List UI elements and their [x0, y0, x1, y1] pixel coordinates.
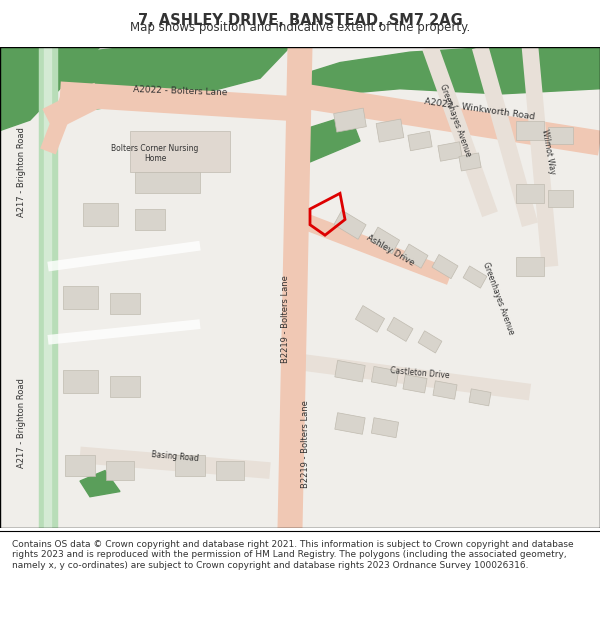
Text: Bolters Corner Nursing
Home: Bolters Corner Nursing Home: [112, 144, 199, 163]
Text: Map shows position and indicative extent of the property.: Map shows position and indicative extent…: [130, 21, 470, 34]
Polygon shape: [110, 292, 140, 314]
Text: 7, ASHLEY DRIVE, BANSTEAD, SM7 2AG: 7, ASHLEY DRIVE, BANSTEAD, SM7 2AG: [137, 13, 463, 28]
Text: A217 - Brighton Road: A217 - Brighton Road: [17, 379, 26, 469]
Polygon shape: [408, 131, 432, 151]
Text: Wilmot Way: Wilmot Way: [539, 128, 556, 175]
Polygon shape: [469, 389, 491, 406]
Polygon shape: [548, 190, 572, 207]
Polygon shape: [135, 173, 200, 193]
Polygon shape: [438, 142, 462, 161]
Polygon shape: [402, 244, 428, 268]
Polygon shape: [65, 455, 95, 476]
Polygon shape: [355, 306, 385, 332]
Text: B2219 - Bolters Lane: B2219 - Bolters Lane: [301, 401, 310, 488]
Polygon shape: [110, 376, 140, 398]
Polygon shape: [403, 374, 427, 393]
Polygon shape: [418, 331, 442, 353]
Polygon shape: [130, 131, 230, 173]
Text: Basing Road: Basing Road: [151, 451, 199, 464]
Polygon shape: [290, 47, 600, 104]
Polygon shape: [371, 418, 398, 437]
Polygon shape: [370, 227, 400, 254]
Text: Greenhayes Avenue: Greenhayes Avenue: [481, 261, 515, 336]
Polygon shape: [516, 121, 544, 140]
Polygon shape: [60, 47, 290, 109]
Polygon shape: [62, 370, 97, 393]
Polygon shape: [334, 108, 367, 132]
Text: Contains OS data © Crown copyright and database right 2021. This information is : Contains OS data © Crown copyright and d…: [12, 540, 574, 569]
Polygon shape: [0, 47, 100, 131]
Text: A2022 - Winkworth Road: A2022 - Winkworth Road: [424, 98, 536, 122]
Polygon shape: [335, 361, 365, 382]
Polygon shape: [175, 455, 205, 476]
Polygon shape: [335, 412, 365, 434]
Polygon shape: [459, 153, 481, 171]
Polygon shape: [80, 471, 120, 497]
Polygon shape: [433, 381, 457, 399]
Polygon shape: [463, 266, 487, 288]
Polygon shape: [334, 210, 366, 239]
Polygon shape: [83, 202, 118, 226]
Text: Castleton Drive: Castleton Drive: [390, 366, 450, 381]
Text: B2219 - Bolters Lane: B2219 - Bolters Lane: [281, 275, 290, 363]
Text: Ashley Drive: Ashley Drive: [365, 234, 415, 268]
Polygon shape: [106, 461, 134, 480]
Polygon shape: [548, 127, 572, 144]
Polygon shape: [516, 184, 544, 203]
Polygon shape: [300, 115, 360, 162]
Polygon shape: [432, 254, 458, 279]
Polygon shape: [516, 257, 544, 276]
Polygon shape: [135, 209, 165, 230]
Polygon shape: [387, 318, 413, 341]
Text: A2022 - Bolters Lane: A2022 - Bolters Lane: [133, 84, 227, 97]
Polygon shape: [62, 286, 97, 309]
Polygon shape: [216, 461, 244, 480]
Text: A217 - Brighton Road: A217 - Brighton Road: [17, 127, 26, 218]
Polygon shape: [376, 119, 404, 142]
Text: Greenhayes Avenue: Greenhayes Avenue: [437, 82, 472, 158]
Polygon shape: [371, 366, 398, 386]
